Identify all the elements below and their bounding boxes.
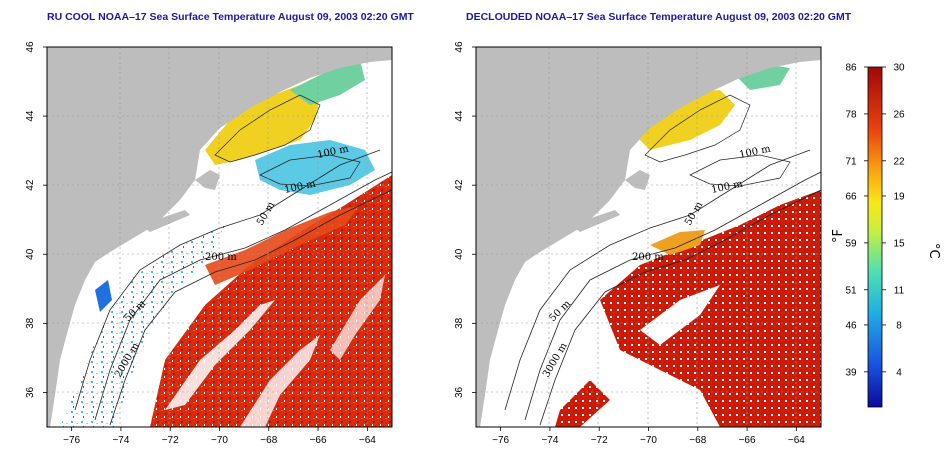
colorbar-fahrenheit-label: 59 xyxy=(845,238,857,249)
left-y-tick-label: 46 xyxy=(25,41,36,53)
colorbar-fahrenheit-label: 46 xyxy=(845,320,857,331)
right-x-tick-label: −64 xyxy=(788,435,805,446)
left-long-island xyxy=(140,210,190,232)
right-contour-gulf xyxy=(644,94,751,163)
right-x-tick-label: −70 xyxy=(640,435,657,446)
right-gulf-of-maine xyxy=(630,90,735,150)
colorbar-celsius-label: 30 xyxy=(893,63,905,74)
left-y-tick-label: 42 xyxy=(25,179,36,191)
colorbar-celsius-label: 22 xyxy=(893,156,905,167)
right-x-tick-label: −72 xyxy=(591,435,608,446)
colorbar-celsius-label: 15 xyxy=(893,238,905,249)
right-x-tick-label: −76 xyxy=(492,435,509,446)
right-long-island xyxy=(570,210,620,232)
right-contour-georges xyxy=(689,154,791,187)
left-x-tick-label: −76 xyxy=(63,435,80,446)
colorbar-fahrenheit-unit: °F xyxy=(831,229,846,243)
left-cloud-streak xyxy=(240,335,320,427)
right-contour-50m xyxy=(504,149,811,411)
left-contour-50m xyxy=(74,149,381,411)
left-x-tick-label: −64 xyxy=(359,435,376,446)
left-x-tick-label: −74 xyxy=(112,435,129,446)
colorbar-fahrenheit-label: 78 xyxy=(845,109,857,120)
colorbar xyxy=(867,66,883,408)
colorbar-fahrenheit-label: 86 xyxy=(845,63,857,74)
colorbar-celsius-label: 26 xyxy=(893,109,905,120)
left-map-title: RU COOL NOAA–17 Sea Surface Temperature … xyxy=(47,11,414,23)
right-y-tick-label: 46 xyxy=(454,41,465,53)
left-x-tick-label: −66 xyxy=(310,435,327,446)
colorbar-fahrenheit-label: 66 xyxy=(845,191,857,202)
map-axes: −76 −74 −72 −70 −68 −66 −64 36 38 40 42 44 46 −76 −74 −… xyxy=(25,41,805,446)
left-contour-georges xyxy=(259,154,361,187)
right-grid xyxy=(476,47,821,427)
right-y-tick-label: 42 xyxy=(454,179,465,191)
left-georges-bank xyxy=(255,140,375,195)
left-gulf-of-maine xyxy=(205,85,320,165)
left-cloud-streak xyxy=(165,300,275,410)
left-contour-gulf xyxy=(214,94,321,163)
left-cool-patch xyxy=(95,280,112,312)
left-y-tick-label: 44 xyxy=(25,110,36,122)
left-contour-label: 200 m xyxy=(205,252,237,263)
right-warm-water xyxy=(600,190,821,427)
left-y-tick-label: 40 xyxy=(25,248,36,260)
left-x-tick-label: −72 xyxy=(162,435,179,446)
right-contour-label: 200 m xyxy=(632,252,664,263)
colorbar-celsius-unit: °C xyxy=(926,243,941,259)
colorbar-ticks: 30 86 26 78 22 71 19 66 15 59 11 51 8 46 4 39 xyxy=(845,63,905,379)
left-bay-of-fundy xyxy=(290,60,365,105)
left-cloud-streak xyxy=(330,275,385,360)
right-y-tick-label: 44 xyxy=(454,110,465,122)
right-x-tick-label: −66 xyxy=(739,435,756,446)
left-y-tick-label: 36 xyxy=(25,386,36,398)
colorbar-celsius-label: 11 xyxy=(894,285,905,296)
colorbar-celsius-label: 4 xyxy=(896,367,902,378)
right-land-mass xyxy=(476,47,821,427)
left-x-tick-label: −70 xyxy=(211,435,228,446)
colorbar-celsius-label: 19 xyxy=(893,191,905,202)
left-map: 100 m 100 m 50 m 200 m 50 m 2000 m xyxy=(47,47,392,427)
left-land-mass xyxy=(47,47,392,427)
right-y-tick-label: 38 xyxy=(454,317,465,329)
colorbar-fahrenheit-label: 51 xyxy=(845,285,857,296)
right-map-title: DECLOUDED NOAA–17 Sea Surface Temperatur… xyxy=(466,11,852,23)
right-y-tick-label: 40 xyxy=(454,248,465,260)
left-grid xyxy=(47,47,392,427)
right-x-tick-label: −74 xyxy=(541,435,558,446)
right-orange-shelf xyxy=(650,230,705,255)
left-x-tick-label: −68 xyxy=(260,435,277,446)
left-shelf-water xyxy=(60,225,225,427)
right-contour-3000m xyxy=(539,189,821,426)
colorbar-fahrenheit-label: 71 xyxy=(845,156,857,167)
right-cloud-gap xyxy=(640,285,720,345)
left-y-tick-label: 38 xyxy=(25,317,36,329)
colorbar-fahrenheit-label: 39 xyxy=(845,367,857,378)
colorbar-celsius-label: 8 xyxy=(896,320,902,331)
right-y-tick-label: 36 xyxy=(454,386,465,398)
left-contour-2000m xyxy=(109,189,392,426)
right-map: 100 m 100 m 50 m 200 m 50 m 3000 m xyxy=(476,47,821,427)
right-x-tick-label: −68 xyxy=(689,435,706,446)
